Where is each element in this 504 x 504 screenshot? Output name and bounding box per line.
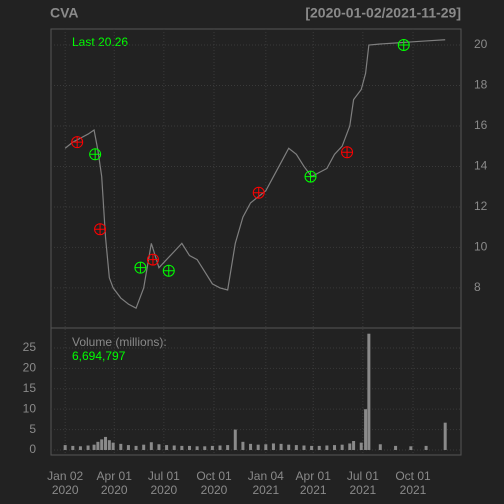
x-tick-label: Oct 01 2021 bbox=[395, 469, 431, 497]
volume-bar bbox=[256, 444, 260, 450]
y-tick-label: 5 bbox=[29, 422, 36, 436]
volume-bar bbox=[340, 444, 344, 450]
x-tick-label: Apr 01 2020 bbox=[96, 469, 132, 497]
signal-cross bbox=[398, 39, 410, 51]
y-tick-label: 25 bbox=[23, 340, 37, 354]
volume-bar bbox=[210, 445, 214, 450]
volume-bar bbox=[424, 445, 428, 450]
volume-bar bbox=[352, 441, 356, 450]
signal-cross bbox=[134, 262, 146, 274]
y-tick-label: 18 bbox=[474, 78, 488, 92]
signal-cross bbox=[253, 187, 265, 199]
volume-bar bbox=[63, 445, 67, 450]
volume-bar bbox=[142, 444, 146, 450]
y-tick-label: 10 bbox=[474, 240, 488, 254]
volume-bar bbox=[294, 445, 298, 450]
volume-panel bbox=[50, 327, 462, 456]
volume-bar bbox=[302, 445, 306, 450]
signal-cross bbox=[305, 171, 317, 183]
chart-subtitle: [2020-01-02/2021-11-29] bbox=[305, 5, 461, 21]
y-tick-label: 10 bbox=[23, 401, 37, 415]
signal-cross bbox=[89, 148, 101, 160]
volume-bar bbox=[409, 446, 413, 450]
price-line bbox=[64, 39, 446, 310]
volume-bar bbox=[165, 445, 169, 450]
volume-bar bbox=[111, 442, 115, 450]
volume-bar bbox=[187, 445, 191, 450]
volume-bar bbox=[367, 333, 371, 450]
y-tick-label: 14 bbox=[474, 159, 488, 173]
y-tick-label: 16 bbox=[474, 118, 488, 132]
x-tick-label: Jan 02 2020 bbox=[47, 469, 84, 497]
last-annotation: Last 20.26 bbox=[72, 35, 128, 49]
volume-bar bbox=[172, 445, 176, 450]
volume-bar bbox=[333, 445, 337, 450]
volume-bar bbox=[310, 445, 314, 450]
volume-bar bbox=[317, 445, 321, 450]
volume-bar bbox=[279, 443, 283, 450]
x-tick-label: Jul 01 2021 bbox=[346, 469, 379, 497]
volume-bar bbox=[92, 444, 96, 450]
volume-bar bbox=[96, 441, 100, 450]
volume-bar bbox=[359, 442, 363, 450]
volume-bar bbox=[271, 443, 275, 450]
y-tick-label: 15 bbox=[23, 381, 37, 395]
volume-bar bbox=[180, 445, 184, 450]
volume-bar bbox=[203, 446, 207, 450]
volume-bar bbox=[443, 422, 447, 450]
volume-last-label: 6,694,797 bbox=[72, 349, 126, 363]
volume-bar bbox=[149, 442, 153, 450]
x-tick-label: Jul 01 2020 bbox=[147, 469, 180, 497]
volume-bar bbox=[241, 441, 245, 450]
signal-cross bbox=[341, 146, 353, 158]
y-tick-label: 20 bbox=[474, 37, 488, 51]
signal-cross bbox=[163, 265, 175, 277]
y-tick-label: 20 bbox=[23, 361, 37, 375]
volume-bar bbox=[249, 443, 253, 450]
volume-bar bbox=[86, 445, 90, 450]
volume-label: Volume (millions): bbox=[72, 335, 167, 349]
volume-bar bbox=[378, 444, 382, 450]
signal-cross bbox=[71, 136, 83, 148]
volume-bar bbox=[71, 445, 75, 450]
volume-bar bbox=[104, 436, 108, 450]
volume-bar bbox=[126, 445, 130, 450]
x-tick-label: Jan 04 2021 bbox=[247, 469, 284, 497]
volume-bar bbox=[134, 445, 138, 450]
volume-bar bbox=[157, 444, 161, 450]
y-tick-label: 8 bbox=[474, 280, 481, 294]
volume-bar bbox=[364, 409, 368, 450]
volume-bar bbox=[107, 440, 111, 450]
volume-bar bbox=[325, 445, 329, 450]
volume-bar bbox=[100, 439, 104, 450]
volume-bar bbox=[233, 429, 237, 450]
volume-bar bbox=[119, 443, 123, 450]
x-tick-label: Apr 01 2021 bbox=[295, 469, 331, 497]
volume-bar bbox=[348, 443, 352, 450]
volume-bar bbox=[195, 446, 199, 450]
y-tick-label: 0 bbox=[29, 442, 36, 456]
volume-bar bbox=[287, 444, 291, 450]
x-tick-label: Oct 01 2020 bbox=[196, 469, 232, 497]
volume-bar bbox=[264, 444, 268, 450]
chart-title: CVA bbox=[50, 5, 79, 21]
volume-bar bbox=[78, 446, 82, 450]
signal-cross bbox=[147, 254, 159, 266]
signal-cross bbox=[94, 223, 106, 235]
y-tick-label: 12 bbox=[474, 199, 488, 213]
volume-bar bbox=[394, 445, 398, 450]
volume-bar bbox=[226, 445, 230, 450]
volume-bar bbox=[218, 445, 222, 450]
